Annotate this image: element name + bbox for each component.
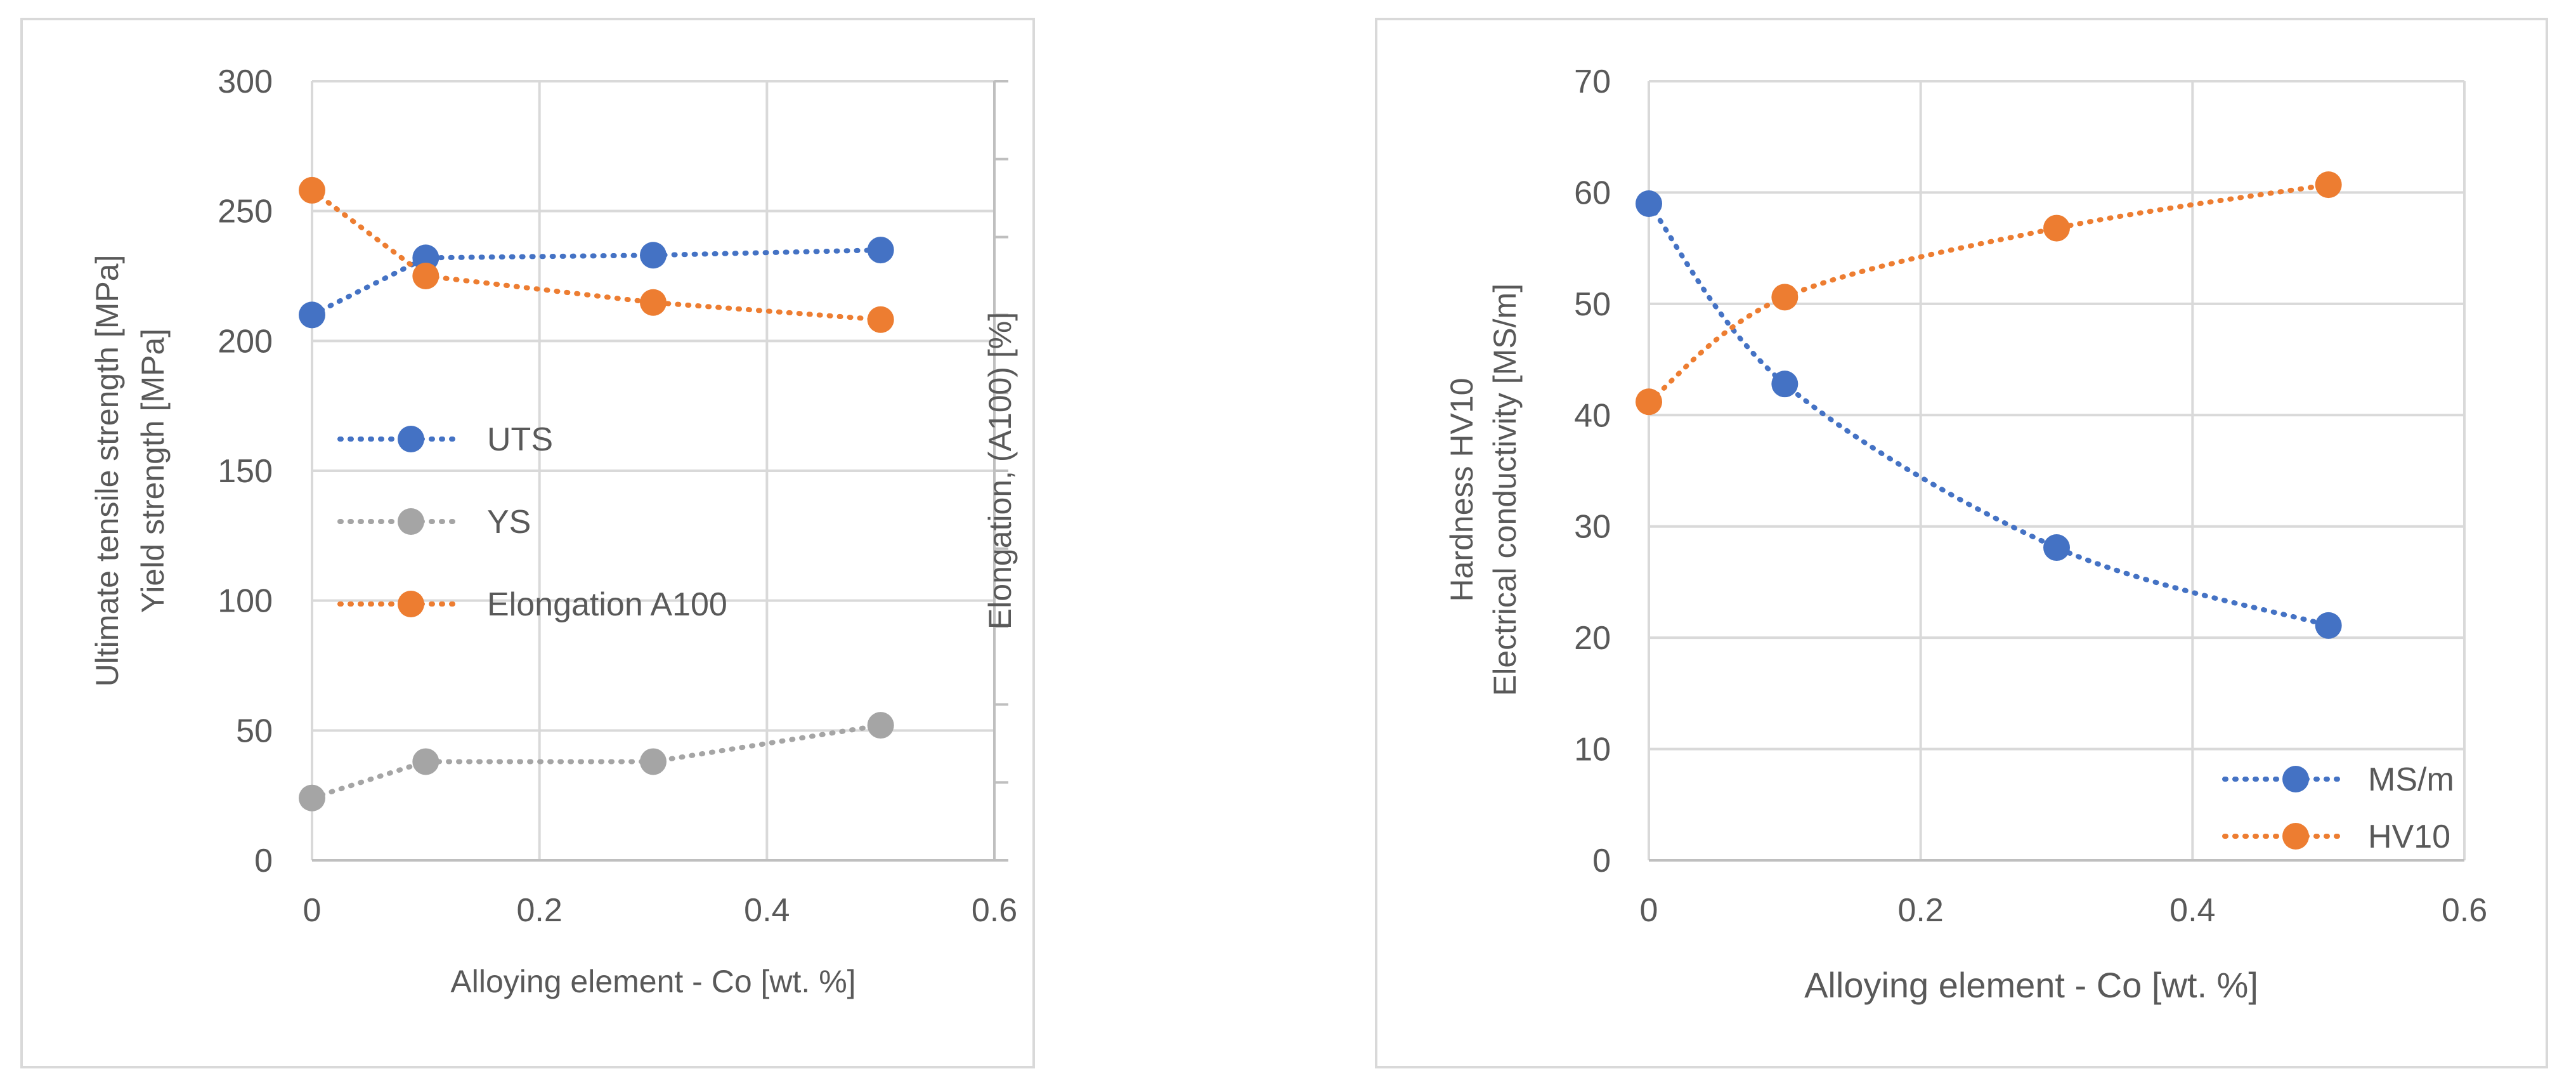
legend-label: MS/m [2368, 761, 2454, 798]
data-point [1636, 388, 1662, 416]
legend-label: HV10 [2368, 818, 2450, 855]
data-point [412, 748, 439, 775]
x-tick-label: 0 [1640, 892, 1658, 929]
data-point [412, 263, 439, 289]
chart-left-panel: 05010015020025030000.20.40.6051015202530… [20, 18, 1035, 1068]
x-tick-label: 0.4 [744, 892, 790, 929]
y-tick-label: 30 [1574, 509, 1611, 546]
x-axis-title: Alloying element - Co [wt. %] [450, 964, 855, 999]
data-point [640, 748, 667, 775]
y-tick-label: 50 [236, 712, 273, 749]
x-tick-label: 0 [303, 892, 322, 929]
y2-axis-title: Elongation, (A100) [%] [982, 312, 1018, 629]
series-line [1646, 182, 2331, 405]
y-tick-label: 0 [254, 843, 273, 879]
series-line [1646, 200, 2331, 628]
series-line [309, 247, 883, 318]
data-point [867, 237, 894, 264]
y-tick-label: 50 [1574, 286, 1611, 323]
data-point [640, 242, 667, 269]
y-axis-title: Electrical conductivity [MS/m] [1487, 284, 1523, 696]
data-point [2315, 612, 2342, 639]
y-tick-label: 200 [218, 323, 273, 360]
data-point [299, 784, 325, 811]
x-tick-label: 0.4 [2169, 892, 2215, 929]
data-point [2043, 534, 2070, 561]
chart-right: 0 10 20 30 40 50 60 70 0 0.2 0.4 0.6 MS/m HV10 Hardnes… [1444, 63, 2487, 1005]
legend-label: YS [487, 504, 531, 541]
x-tick-label: 0.2 [1898, 892, 1944, 929]
y-tick-label: 40 [1574, 397, 1611, 434]
y-tick-label: 70 [1574, 63, 1611, 100]
legend-label: Elongation A100 [487, 586, 727, 623]
x-axis-title: Alloying element - Co [wt. %] [1804, 965, 2258, 1005]
data-point [867, 712, 894, 739]
chart-right-panel: 0 10 20 30 40 50 60 70 0 0.2 0.4 0.6 MS/m HV10 Hardnes… [1375, 18, 2548, 1068]
legend-marker [398, 426, 424, 452]
series-line [309, 187, 883, 322]
y-axis-title: Hardness HV10 [1444, 378, 1480, 602]
data-point [1771, 371, 1799, 398]
legend-marker [398, 508, 424, 535]
data-point [299, 176, 325, 204]
data-point [299, 301, 325, 329]
data-point [2043, 214, 2070, 242]
data-point [640, 289, 667, 316]
data-point [867, 306, 894, 333]
y-tick-label: 0 [1592, 843, 1611, 879]
y-axis-title: Ultimate tensile strength [MPa] [89, 255, 125, 687]
y-tick-label: 10 [1574, 732, 1611, 768]
series-line [309, 723, 883, 801]
x-tick-label: 0.6 [2442, 892, 2487, 929]
y-tick-label: 250 [218, 194, 273, 230]
y-tick-label: 300 [218, 63, 273, 100]
y-tick-label: 20 [1574, 620, 1611, 657]
legend-label: UTS [487, 421, 553, 458]
data-point [1771, 284, 1799, 311]
y-tick-label: 100 [218, 583, 273, 620]
data-point [2315, 171, 2342, 199]
y-tick-label: 150 [218, 453, 273, 490]
y-axis-title: Yield strength [MPa] [135, 329, 171, 613]
x-tick-label: 0.6 [972, 892, 1017, 929]
y-tick-label: 60 [1574, 174, 1611, 211]
x-tick-label: 0.2 [517, 892, 563, 929]
legend-marker [2282, 766, 2309, 792]
legend-marker [398, 591, 424, 617]
chart-left: 05010015020025030000.20.40.6051015202530… [89, 63, 1018, 999]
data-point [1636, 190, 1662, 217]
legend-marker [2282, 823, 2309, 850]
